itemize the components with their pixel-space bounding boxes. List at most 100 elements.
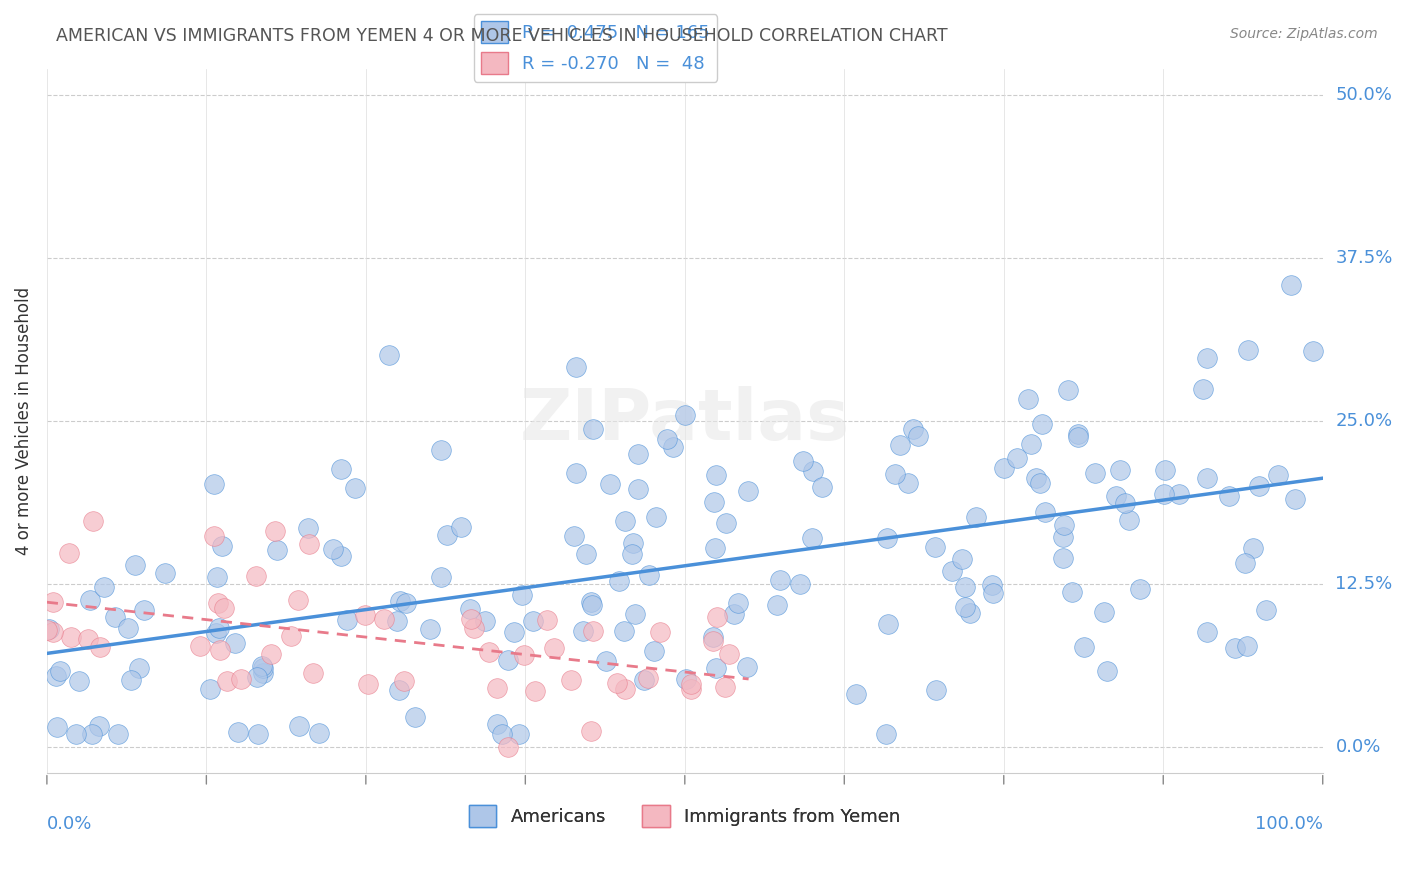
Point <box>394 674 416 689</box>
Point <box>373 612 395 626</box>
Point <box>77 632 100 646</box>
Point <box>226 724 249 739</box>
Point <box>486 681 509 695</box>
Point <box>889 438 911 452</box>
Point <box>633 673 655 688</box>
Point <box>58 546 80 560</box>
Point <box>82 515 104 529</box>
Point <box>702 633 724 648</box>
Point <box>329 462 352 476</box>
Point <box>42 624 65 639</box>
Point <box>993 460 1015 475</box>
Point <box>404 710 426 724</box>
Point <box>679 681 702 696</box>
Point <box>1019 437 1042 451</box>
Point <box>572 624 595 639</box>
Point <box>876 531 898 545</box>
Point <box>1153 487 1175 501</box>
Legend: Americans, Immigrants from Yemen: Americans, Immigrants from Yemen <box>463 797 907 834</box>
Point <box>614 681 637 696</box>
Point <box>903 422 925 436</box>
Point <box>287 593 309 607</box>
Point <box>959 607 981 621</box>
Point <box>280 629 302 643</box>
Point <box>1092 605 1115 619</box>
Point <box>49 664 72 678</box>
Point <box>522 614 544 628</box>
Point <box>378 348 401 362</box>
Point <box>643 644 665 658</box>
Point <box>789 577 811 591</box>
Point <box>953 600 976 615</box>
Point <box>1095 665 1118 679</box>
Point <box>1254 603 1277 617</box>
Point <box>801 464 824 478</box>
Point <box>87 719 110 733</box>
Point <box>983 586 1005 600</box>
Point <box>637 671 659 685</box>
Point <box>336 613 359 627</box>
Point <box>801 532 824 546</box>
Point <box>924 540 946 554</box>
Point <box>1073 640 1095 654</box>
Point <box>322 542 344 557</box>
Point <box>460 612 482 626</box>
Point <box>925 682 948 697</box>
Point <box>250 659 273 673</box>
Point <box>562 529 585 543</box>
Point <box>117 621 139 635</box>
Point <box>496 653 519 667</box>
Point <box>965 509 987 524</box>
Point <box>606 676 628 690</box>
Text: 50.0%: 50.0% <box>1336 86 1392 103</box>
Point <box>703 494 725 508</box>
Point <box>513 648 536 662</box>
Point <box>1302 344 1324 359</box>
Point <box>1025 471 1047 485</box>
Point <box>202 477 225 491</box>
Point <box>1223 640 1246 655</box>
Point <box>478 644 501 658</box>
Point <box>247 726 270 740</box>
Point <box>620 548 643 562</box>
Point <box>188 640 211 654</box>
Point <box>104 610 127 624</box>
Point <box>205 626 228 640</box>
Point <box>845 687 868 701</box>
Point <box>1052 530 1074 544</box>
Point <box>875 726 897 740</box>
Point <box>1029 476 1052 491</box>
Point <box>124 558 146 573</box>
Point <box>1249 478 1271 492</box>
Point <box>1052 551 1074 566</box>
Point <box>207 622 229 636</box>
Point <box>436 527 458 541</box>
Point <box>673 408 696 422</box>
Point <box>344 481 367 495</box>
Point <box>662 441 685 455</box>
Point <box>458 601 481 615</box>
Point <box>1005 450 1028 465</box>
Point <box>950 552 973 566</box>
Text: 100.0%: 100.0% <box>1254 815 1323 833</box>
Point <box>706 610 728 624</box>
Point <box>202 528 225 542</box>
Point <box>811 480 834 494</box>
Point <box>107 726 129 740</box>
Point <box>60 630 83 644</box>
Point <box>302 666 325 681</box>
Point <box>523 683 546 698</box>
Point <box>876 617 898 632</box>
Point <box>1129 582 1152 596</box>
Point <box>395 596 418 610</box>
Point <box>89 640 111 655</box>
Point <box>329 549 352 564</box>
Point <box>626 483 648 497</box>
Point <box>491 726 513 740</box>
Point <box>1017 392 1039 406</box>
Point <box>1031 417 1053 432</box>
Point <box>613 515 636 529</box>
Point <box>702 630 724 644</box>
Point <box>543 640 565 655</box>
Point <box>884 467 907 481</box>
